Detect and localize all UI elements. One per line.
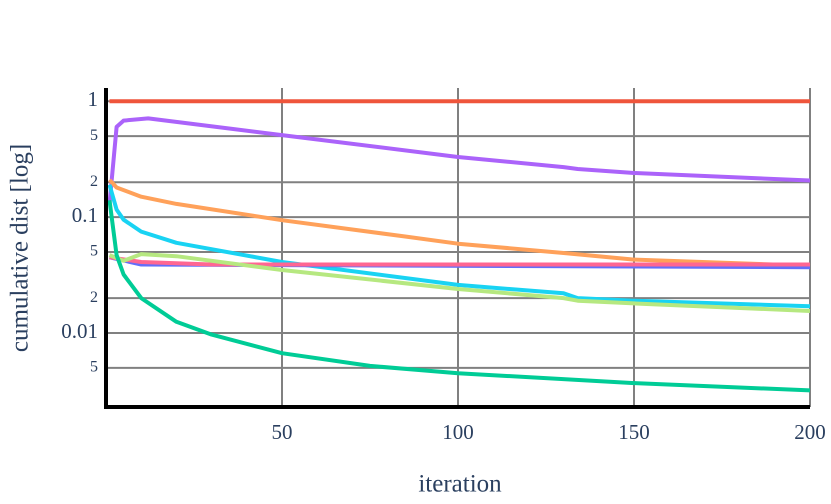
series-line: [107, 199, 811, 393]
x-tick-label: 100: [442, 420, 474, 444]
series-line: [107, 184, 811, 309]
series-line: [108, 178, 811, 268]
series-line: [107, 116, 811, 205]
x-tick-label: 50: [272, 420, 293, 444]
x-tick-label: 150: [618, 420, 650, 444]
y-tick-label: 5: [90, 359, 98, 376]
y-tick-label: 5: [90, 243, 98, 260]
y-tick-label: 0.1: [72, 203, 98, 227]
x-axis-title: iteration: [418, 471, 502, 498]
y-tick-label: 2: [90, 173, 98, 190]
y-axis-title: cumulative dist [log]: [7, 144, 34, 352]
series-line: [108, 252, 811, 313]
y-tick-label: 2: [90, 289, 98, 306]
y-tick-label: 1: [88, 87, 99, 111]
y-tick-label: 5: [90, 127, 98, 144]
x-tick-label: 200: [794, 420, 826, 444]
y-tick-label: 0.01: [61, 319, 98, 343]
